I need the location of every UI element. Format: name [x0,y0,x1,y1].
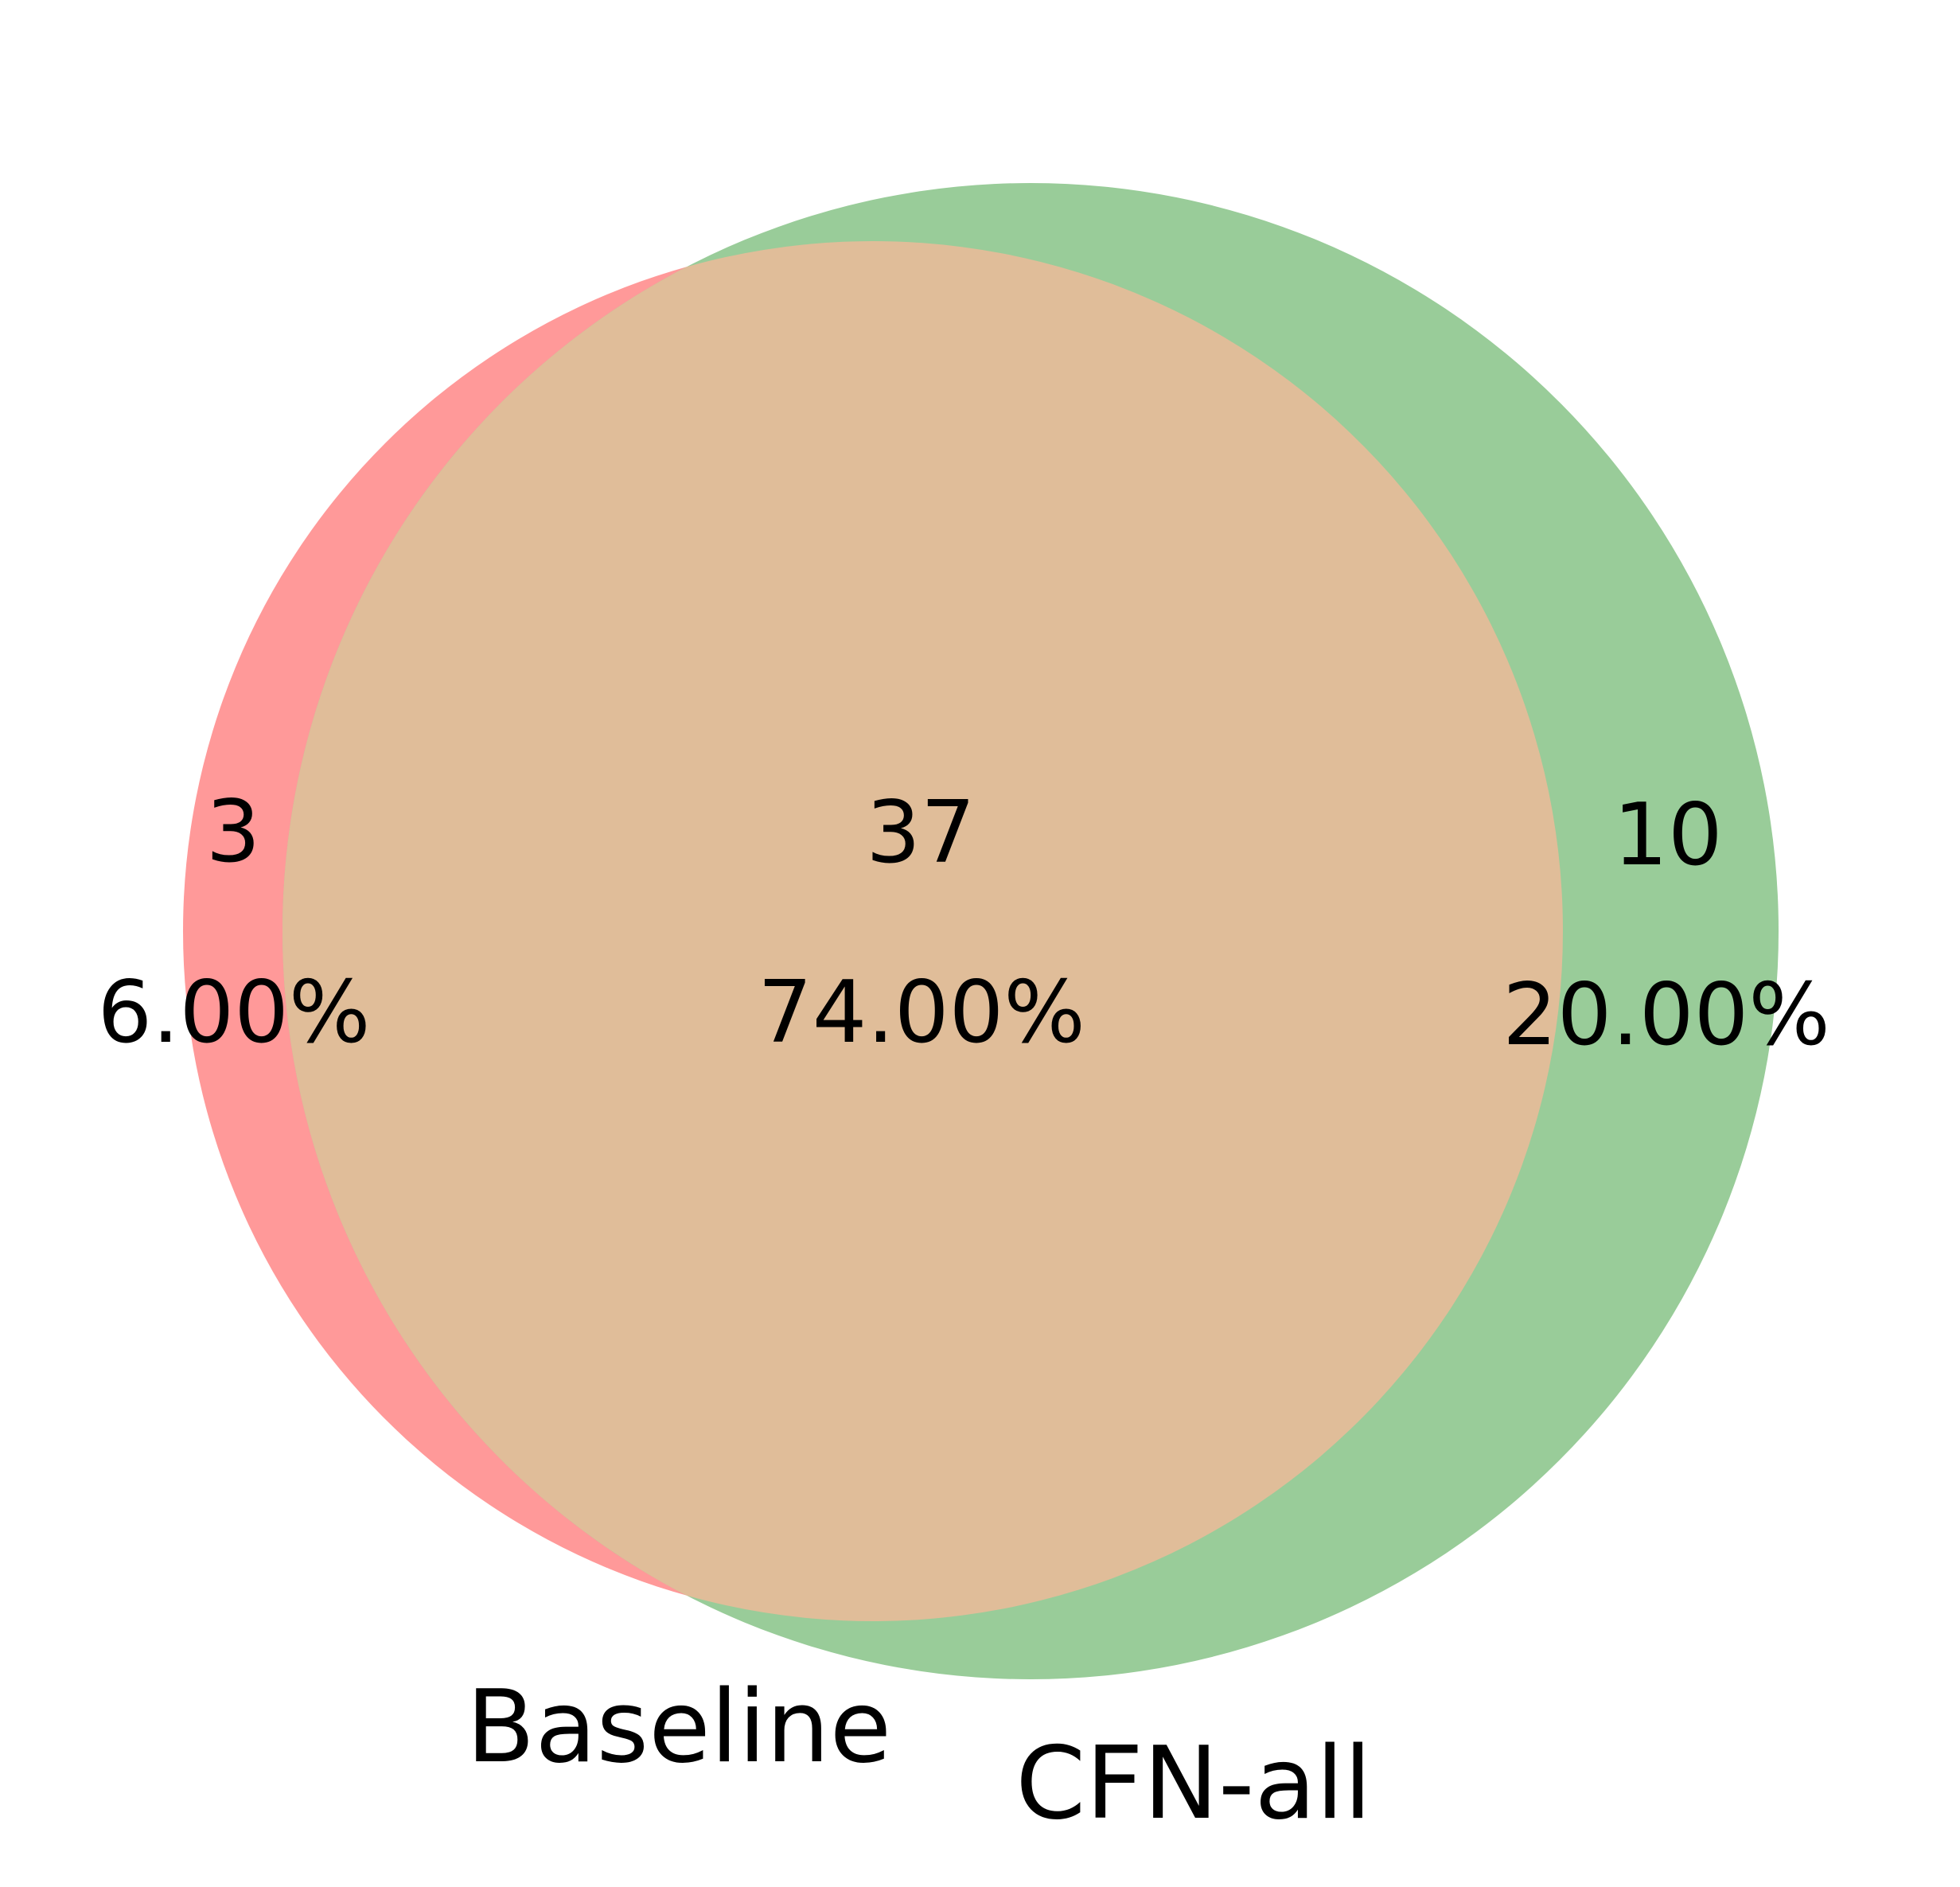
cfn-all-set-label: CFN-all [1015,1725,1372,1842]
baseline-only-percent-label: 6.00% [97,963,371,1062]
cfn-all-only-count-label: 10 [1613,786,1723,885]
baseline-set-label: Baseline [466,1668,892,1785]
baseline-only-count-label: 3 [205,782,261,882]
cfn-all-only-percent-label: 20.00% [1502,965,1830,1065]
intersection-region [282,241,1563,1622]
intersection-percent-label: 74.00% [758,963,1085,1062]
intersection-count-label: 37 [866,783,976,883]
